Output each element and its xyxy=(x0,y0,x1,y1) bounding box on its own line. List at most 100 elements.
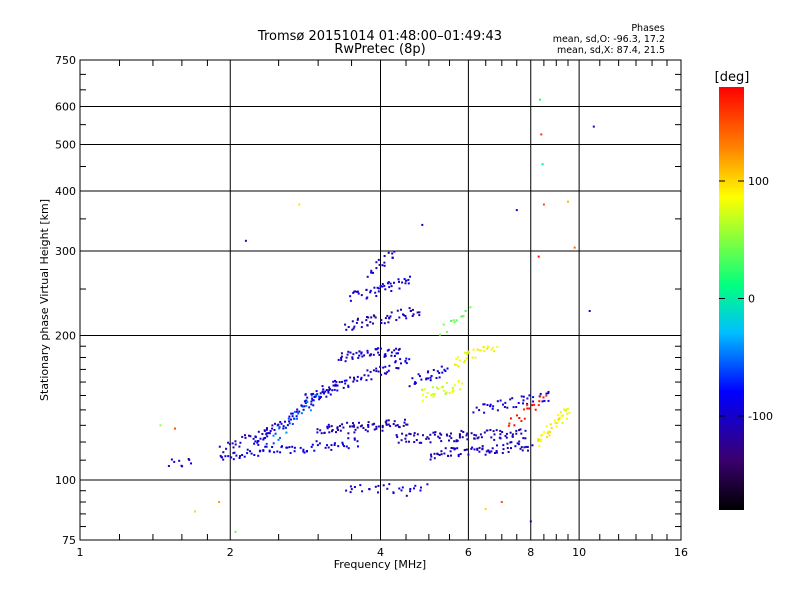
data-point xyxy=(459,388,462,391)
data-point xyxy=(469,306,472,309)
data-point xyxy=(485,450,488,453)
x-tick-label: 4 xyxy=(377,546,384,559)
chart-title: Tromsø 20151014 01:48:00–01:49:43 xyxy=(257,29,502,44)
data-point xyxy=(288,422,291,425)
data-point xyxy=(414,382,417,384)
data-point xyxy=(256,441,259,444)
data-point xyxy=(352,380,355,383)
data-point xyxy=(349,485,352,488)
data-point xyxy=(352,291,355,294)
data-point xyxy=(387,419,390,422)
data-point xyxy=(232,446,235,449)
data-point xyxy=(244,434,246,437)
data-point xyxy=(479,433,482,436)
data-point xyxy=(349,295,352,298)
data-point xyxy=(507,451,510,453)
data-point xyxy=(349,351,352,354)
data-point xyxy=(360,294,363,297)
data-point xyxy=(521,449,524,452)
colorbar-label: [deg] xyxy=(715,70,750,85)
data-point xyxy=(525,445,528,448)
data-point xyxy=(266,427,268,430)
data-point xyxy=(450,454,452,457)
data-point xyxy=(459,453,462,455)
data-point xyxy=(394,361,397,364)
data-point xyxy=(385,423,388,426)
data-point xyxy=(450,320,453,322)
data-point xyxy=(397,348,400,351)
data-point xyxy=(291,445,294,448)
data-point xyxy=(265,432,268,435)
data-point xyxy=(429,379,432,382)
data-point xyxy=(503,406,506,408)
data-point xyxy=(533,403,536,406)
data-point xyxy=(288,415,291,418)
data-point xyxy=(310,403,313,406)
data-point xyxy=(341,423,344,426)
data-point xyxy=(483,403,486,406)
data-point xyxy=(241,435,244,438)
data-point xyxy=(504,435,507,437)
data-point xyxy=(434,431,437,434)
data-point xyxy=(321,390,324,393)
data-point xyxy=(327,446,330,449)
data-point xyxy=(341,441,344,444)
data-point xyxy=(311,397,314,400)
data-point xyxy=(323,392,325,395)
data-point xyxy=(367,316,370,319)
data-point xyxy=(476,448,479,451)
data-point xyxy=(360,351,363,354)
data-point xyxy=(300,412,303,415)
data-point xyxy=(333,444,336,446)
data-point xyxy=(486,347,489,350)
data-point xyxy=(506,447,509,449)
data-point xyxy=(504,401,507,404)
data-point xyxy=(538,438,541,441)
data-point xyxy=(351,425,354,428)
data-point xyxy=(402,424,405,427)
data-point xyxy=(394,424,397,427)
data-point xyxy=(390,354,393,357)
data-point xyxy=(471,356,474,359)
data-point xyxy=(279,421,282,423)
data-point xyxy=(159,424,162,427)
data-point xyxy=(449,450,452,453)
data-point xyxy=(387,321,390,324)
data-point xyxy=(396,424,399,427)
data-point xyxy=(334,384,337,387)
data-point xyxy=(384,420,387,423)
data-point xyxy=(489,405,492,408)
data-point xyxy=(531,444,534,447)
data-point xyxy=(519,447,522,450)
data-point xyxy=(517,402,520,404)
data-point xyxy=(291,412,294,415)
data-point xyxy=(527,449,529,452)
data-point xyxy=(388,316,391,319)
data-point xyxy=(564,409,567,412)
data-point xyxy=(422,393,424,396)
data-point xyxy=(365,379,368,382)
data-point xyxy=(358,421,360,424)
data-point xyxy=(429,433,432,436)
data-point xyxy=(343,379,346,382)
data-point xyxy=(395,352,398,355)
data-point xyxy=(443,368,446,371)
data-point xyxy=(365,297,368,300)
data-point xyxy=(228,443,231,446)
data-point xyxy=(387,251,390,254)
data-point xyxy=(493,438,496,441)
plot-frame xyxy=(79,59,682,541)
data-point xyxy=(336,427,339,430)
data-point xyxy=(327,391,330,394)
data-point xyxy=(483,431,486,434)
data-point xyxy=(378,263,381,266)
data-point xyxy=(420,486,422,489)
data-point xyxy=(495,451,498,454)
data-point xyxy=(261,433,264,435)
x-tick-label: 10 xyxy=(572,546,586,559)
data-point xyxy=(402,314,405,317)
data-point xyxy=(477,436,480,439)
data-point xyxy=(444,447,447,450)
data-point xyxy=(398,280,400,283)
data-point xyxy=(286,424,289,427)
